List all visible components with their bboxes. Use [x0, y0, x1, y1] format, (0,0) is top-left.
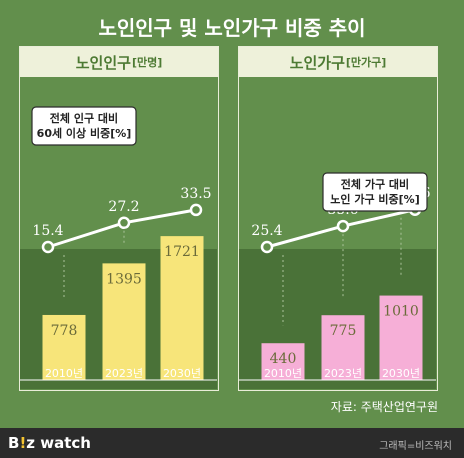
bar-value-label: 440: [270, 351, 297, 367]
series-value-label: 25.4: [251, 223, 282, 239]
panel-elderly-population: 노인인구 [만명] 778 1395 1721 2010년 2023년 2030년 15.4 2…: [19, 46, 219, 391]
series-point: [117, 216, 131, 230]
chart-elderly-households: 44077510102010년2023년2030년25.435.643.6전체 …: [239, 172, 436, 389]
panel-title: 노인가구: [289, 53, 345, 72]
panel-unit: [만명]: [131, 56, 163, 69]
callout-box: [31, 106, 137, 146]
bar-value-label: 1395: [106, 271, 142, 287]
panel-header: 노인인구 [만명]: [20, 47, 218, 77]
category-label: 2030년: [382, 367, 420, 380]
bar: [102, 263, 146, 380]
chart-elderly-population: 778 1395 1721 2010년 2023년 2030년 15.4 27.2 33.5 전체…: [20, 106, 217, 389]
series-value-label: 15.4: [32, 223, 63, 239]
bar: [321, 315, 365, 380]
bar-value-label: 1010: [383, 304, 419, 320]
callout-box: [322, 172, 428, 212]
callout-text: 전체 인구 대비: [50, 111, 118, 125]
graphic-credit: 그래픽=비즈워치: [379, 441, 452, 452]
bar-value-label: 775: [330, 323, 357, 339]
panel-header: 노인가구 [만가구]: [239, 47, 437, 77]
series-point: [41, 240, 55, 254]
category-label: 2023년: [324, 367, 362, 380]
bar: [42, 314, 86, 380]
category-label: 2010년: [264, 367, 302, 380]
bar: [379, 295, 423, 380]
bar-value-label: 1721: [164, 244, 200, 260]
callout-text: 노인 가구 비중[%]: [330, 192, 419, 206]
chart-title: 노인인구 및 노인가구 비중 추이: [98, 16, 366, 40]
bar-value-label: 778: [51, 323, 78, 339]
callout-text: 전체 가구 대비: [341, 177, 409, 191]
series-point: [189, 203, 203, 217]
series-point: [260, 240, 274, 254]
series-value-label: 27.2: [108, 199, 139, 215]
series-point: [336, 219, 350, 233]
bar: [261, 343, 305, 380]
callout-text: 60세 이상 비중[%]: [37, 126, 132, 140]
footer-bar: B!z watch 그래픽=비즈워치: [0, 428, 464, 458]
bizwatch-logo: B!z watch: [8, 434, 91, 452]
category-label: 2030년: [163, 367, 201, 380]
bar: [160, 236, 204, 380]
source-note: 자료: 주택산업연구원: [330, 400, 438, 414]
panel-unit: [만가구]: [345, 56, 387, 69]
category-label: 2023년: [105, 367, 143, 380]
series-value-label: 33.5: [180, 186, 211, 202]
panel-elderly-households: 노인가구[만가구] 44077510102010년2023년2030년25.43…: [238, 46, 438, 391]
panel-title: 노인인구: [75, 53, 131, 72]
category-label: 2010년: [45, 367, 83, 380]
